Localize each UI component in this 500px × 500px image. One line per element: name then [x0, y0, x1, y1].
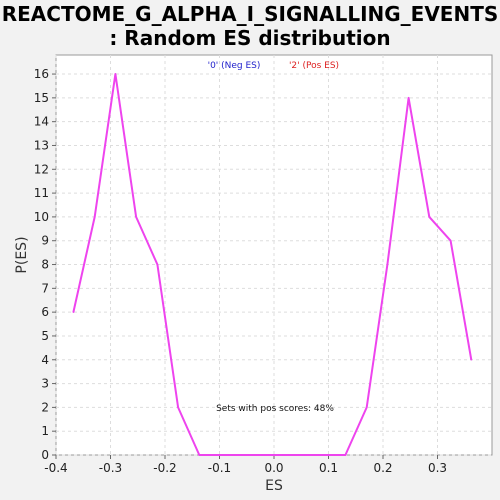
series-group	[72, 73, 473, 456]
y-tick-label: 8	[41, 258, 49, 272]
y-tick-label: 13	[34, 138, 49, 152]
x-tick-label: 0.1	[319, 461, 338, 475]
x-tick-label: 0.0	[264, 461, 283, 475]
y-tick-label: 4	[41, 353, 49, 367]
data-point	[239, 454, 242, 456]
data-point	[449, 239, 452, 242]
legend-neg-es: '0' (Neg ES)	[208, 61, 261, 71]
data-point	[281, 454, 284, 456]
x-axis-label: ES	[265, 478, 283, 494]
data-point	[219, 454, 221, 456]
y-tick-label: 10	[34, 210, 49, 224]
y-tick-label: 6	[41, 305, 49, 319]
x-tick-label: -0.4	[44, 461, 67, 475]
chart-title-line2: : Random ES distribution	[109, 26, 391, 50]
data-point	[156, 263, 159, 266]
data-point	[344, 454, 347, 456]
data-point	[470, 358, 473, 361]
data-point	[407, 97, 410, 99]
data-point	[386, 263, 389, 266]
data-point	[323, 454, 326, 456]
data-point	[93, 216, 96, 218]
y-tick-label: 9	[41, 234, 49, 248]
data-point	[303, 454, 305, 456]
x-tick-label: -0.2	[153, 461, 176, 475]
y-tick-label: 11	[34, 186, 49, 200]
legend-pos-es: '2' (Pos ES)	[289, 61, 339, 71]
series-line	[72, 73, 473, 456]
y-tick-label: 0	[41, 448, 49, 462]
data-point	[428, 216, 431, 218]
pos-scores-annotation: Sets with pos scores: 48%	[216, 404, 334, 414]
y-tick-label: 14	[34, 115, 49, 129]
data-point	[198, 454, 201, 456]
x-tick-label: 0.3	[428, 461, 447, 475]
y-tick-label: 2	[41, 400, 49, 414]
x-tick-label: 0.2	[373, 461, 392, 475]
data-point	[177, 406, 179, 409]
data-point	[114, 73, 117, 75]
chart-title-line1: REACTOME_G_ALPHA_I_SIGNALLING_EVENTS	[1, 2, 499, 26]
chart-title: REACTOME_G_ALPHA_I_SIGNALLING_EVENTS : R…	[0, 2, 500, 50]
data-point	[261, 454, 263, 456]
x-tick-label: -0.1	[208, 461, 231, 475]
y-tick-label: 12	[34, 162, 49, 176]
data-point	[72, 311, 75, 313]
y-tick-label: 5	[41, 329, 49, 343]
y-tick-label: 3	[41, 377, 49, 391]
y-tick-label: 15	[34, 91, 49, 105]
y-tick-label: 1	[41, 424, 49, 438]
y-axis-label: P(ES)	[14, 236, 30, 273]
data-point	[365, 406, 368, 409]
y-tick-label: 16	[34, 67, 49, 81]
data-point	[135, 216, 137, 218]
x-tick-label: -0.3	[99, 461, 122, 475]
y-tick-label: 7	[41, 281, 49, 295]
